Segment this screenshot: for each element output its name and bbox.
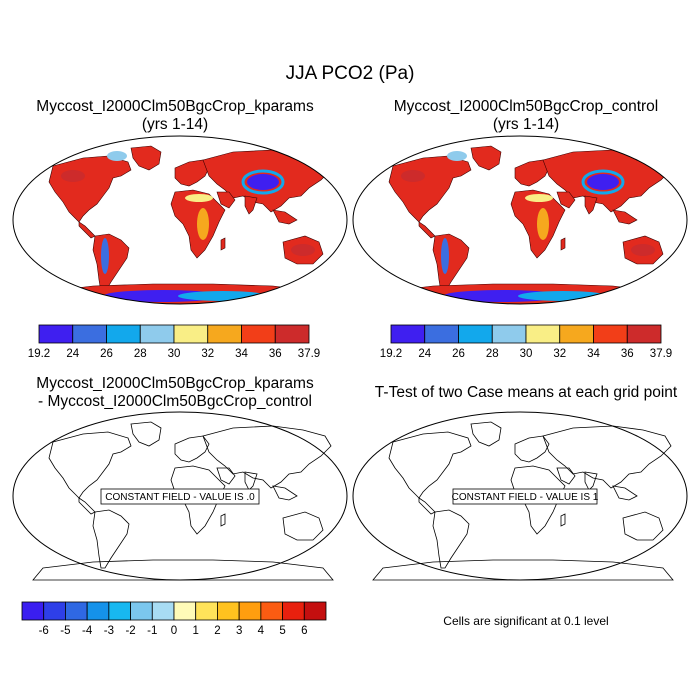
colorbar-diff-swatch — [217, 601, 240, 621]
colorbar-diff-tick-label: 0 — [171, 625, 177, 637]
colorbar-2-tick-label: 32 — [553, 348, 566, 360]
ttest-note: Cells are significant at 0.1 level — [443, 614, 609, 628]
colorbar-diff-tick-label: -6 — [39, 625, 49, 637]
panel-2-map — [352, 135, 688, 305]
colorbar-diff-tick-label: 2 — [214, 625, 220, 637]
colorbar-1-swatch — [274, 324, 310, 344]
colorbar-1-tick-label: 34 — [235, 348, 248, 360]
colorbar-1-swatch — [139, 324, 175, 344]
colorbar-diff-swatch — [151, 601, 175, 621]
colorbar-1-tick-label: 19.2 — [28, 348, 50, 360]
colorbar-diff-swatch — [65, 601, 88, 621]
colorbar-2-swatch — [559, 324, 594, 344]
colorbar-2-tick-label: 37.9 — [650, 348, 672, 360]
colorbar-2-swatch — [525, 324, 561, 344]
colorbar-diff-swatch — [303, 601, 327, 621]
panel-3-constant-box — [100, 488, 260, 505]
colorbar-1-swatch — [207, 324, 242, 344]
colorbar-diff-tick-label: 5 — [279, 625, 285, 637]
colorbar-1-tick-label: 37.9 — [298, 348, 320, 360]
colorbar-diff-swatch — [43, 601, 66, 621]
colorbar-2-swatch — [458, 324, 493, 344]
colorbar-1-tick-label: 26 — [100, 348, 113, 360]
colorbar-diff-tick-label: 3 — [236, 625, 242, 637]
colorbar-diff-tick-label: -2 — [125, 625, 135, 637]
colorbar-2-tick-label: 36 — [621, 348, 634, 360]
colorbar-2-swatch — [491, 324, 527, 344]
colorbar-diff-swatch — [282, 601, 305, 621]
panel-1-title-line2: (yrs 1-14) — [141, 116, 209, 133]
colorbar-diff-tick-label: 6 — [301, 625, 307, 637]
colorbar-diff-swatch — [86, 601, 110, 621]
panel-2-title: Myccost_I2000Clm50BgcCrop_control (yrs 1… — [356, 98, 696, 134]
colorbar-2-tick-label: 28 — [486, 348, 499, 360]
colorbar-1-swatch — [106, 324, 141, 344]
colorbar-diff-swatch — [108, 601, 131, 621]
colorbar-diff-swatch — [173, 601, 197, 621]
colorbar-diff-tick-label: -3 — [104, 625, 114, 637]
main-title: JJA PCO2 (Pa) — [285, 63, 415, 84]
colorbar-diff-tick-label: -1 — [147, 625, 157, 637]
panel-4-constant-text: CONSTANT FIELD - VALUE IS 1 — [452, 492, 599, 503]
colorbar-diff-tick-label: 4 — [258, 625, 265, 637]
colorbar-2-tick-label: 34 — [587, 348, 600, 360]
panel-4-map: CONSTANT FIELD - VALUE IS 1 — [352, 411, 688, 581]
colorbar-1-tick-label: 30 — [168, 348, 181, 360]
colorbar-2-swatch — [424, 324, 459, 344]
panel-3-constant-text: CONSTANT FIELD - VALUE IS .0 — [105, 492, 255, 503]
colorbar-1-swatch — [72, 324, 107, 344]
colorbar-2-tick-label: 30 — [520, 348, 533, 360]
panel-4-constant-box — [452, 488, 598, 505]
colorbar-2-swatch — [626, 324, 662, 344]
colorbar-1-swatch — [241, 324, 276, 344]
colorbar-difference: -6 -5 -4 -3 -2 -1 0 1 2 3 4 5 6 — [21, 601, 327, 637]
panel-2-field-detail — [401, 151, 655, 302]
colorbar-1-swatch — [38, 324, 74, 344]
panel-1-title: Myccost_I2000Clm50BgcCrop_kparams (yrs 1… — [5, 98, 345, 134]
colorbar-panel-2: 19.2 24 26 28 30 32 34 36 37.9 — [380, 324, 672, 360]
colorbar-diff-tick-label: 1 — [193, 625, 199, 637]
colorbar-2-swatch — [593, 324, 628, 344]
colorbar-diff-swatch — [21, 601, 45, 621]
panel-1-map — [12, 135, 348, 305]
panel-3-title-line2: - Myccost_I2000Clm50BgcCrop_control — [38, 393, 312, 410]
panel-1-title-line1: Myccost_I2000Clm50BgcCrop_kparams — [36, 98, 314, 115]
colorbar-2-swatch — [390, 324, 426, 344]
colorbar-diff-swatch — [130, 601, 153, 621]
panel-4-title: T-Test of two Case means at each grid po… — [356, 384, 696, 402]
colorbar-1-tick-label: 32 — [201, 348, 214, 360]
colorbar-1-tick-label: 36 — [269, 348, 282, 360]
colorbar-2-tick-label: 19.2 — [380, 348, 402, 360]
colorbar-panel-1: 19.2 24 26 28 30 32 34 36 37.9 — [28, 324, 320, 360]
colorbar-1-swatch — [173, 324, 209, 344]
panel-3-map: CONSTANT FIELD - VALUE IS .0 — [12, 411, 348, 581]
panel-2-title-line2: (yrs 1-14) — [492, 116, 560, 133]
colorbar-1-tick-label: 28 — [134, 348, 147, 360]
colorbar-diff-swatch — [195, 601, 218, 621]
colorbar-2-tick-label: 24 — [418, 348, 431, 360]
colorbar-2-tick-label: 26 — [452, 348, 465, 360]
colorbar-diff-swatch — [238, 601, 262, 621]
panel-4-title-line1: T-Test of two Case means at each grid po… — [374, 384, 678, 401]
colorbar-diff-tick-label: -5 — [60, 625, 70, 637]
colorbar-1-tick-label: 24 — [66, 348, 79, 360]
colorbar-diff-tick-label: -4 — [82, 625, 93, 637]
panel-2-title-line1: Myccost_I2000Clm50BgcCrop_control — [393, 98, 659, 115]
colorbar-diff-swatch — [260, 601, 283, 621]
panel-3-title-line1: Myccost_I2000Clm50BgcCrop_kparams — [36, 375, 314, 392]
panel-3-title: Myccost_I2000Clm50BgcCrop_kparams - Mycc… — [5, 375, 345, 411]
